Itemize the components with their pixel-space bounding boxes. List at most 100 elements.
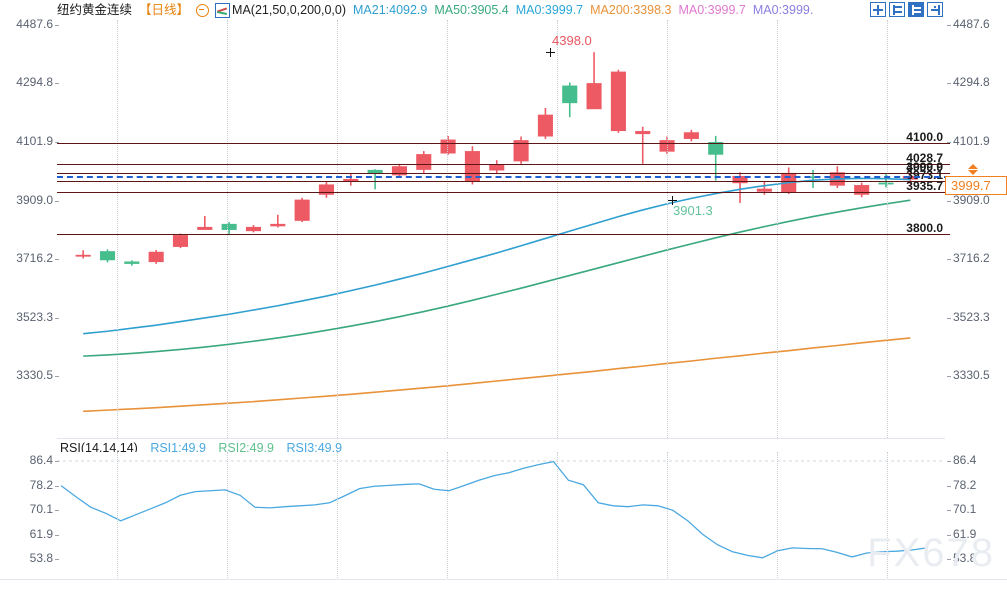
price-axis-left[interactable]: 4487.6 4294.8 4101.9 3909.0 3716.2 3523.3 3330… [0,17,59,438]
vertical-guide [447,452,448,580]
candle-body [708,141,724,155]
candle-body [756,188,772,192]
legend-ma200[interactable]: MA200:3398.3 [590,3,672,17]
rsi-plot-area[interactable] [57,452,945,580]
price-axis-right[interactable]: 4487.6 4294.8 4101.9 3909.0 3716.2 3523.3 3330… [945,17,1007,438]
rsi-axis-left[interactable]: 86.4 78.2 70.1 61.9 53.8 [0,452,60,580]
axis-tick: 3909.0 [16,192,59,207]
vertical-guide [447,20,448,438]
axis-tick: 3716.2 [16,251,59,265]
axis-tick: 61.9 [946,526,977,541]
legend-rsi1[interactable]: RSI1:49.9 [150,441,206,455]
ma-line-ma50 [83,199,911,357]
legend-ma0-c[interactable]: MA0:3999. [752,3,814,17]
legend-ma0-b[interactable]: MA0:3999.7 [678,3,746,17]
vertical-guide [777,452,778,580]
axis-tick: 4101.9 [947,134,990,148]
chart-header: 纽约黄金连续 【日线】 MA(21,50,0,200,0,0) MA21:409… [0,0,1007,20]
vertical-guide [227,452,228,580]
candle-body [878,182,894,185]
price-chart-panel[interactable] [57,20,945,438]
right-scale-tool-icon[interactable] [908,2,924,17]
vertical-guide [117,452,118,580]
wave-chart-icon[interactable] [215,2,231,18]
candle-body [221,223,237,230]
candle-body [416,154,432,170]
candle-body [294,199,310,221]
candle-body [586,83,602,110]
vertical-guide [667,452,668,580]
candle-body [148,251,164,263]
axis-tick: 4101.9 [16,134,59,148]
vertical-guide [557,452,558,580]
candle-body [245,226,262,232]
period-label[interactable]: 【日线】 [139,3,190,17]
axis-tick: 3330.5 [16,368,59,382]
candle-body [172,235,189,247]
legend-ma50[interactable]: MA50:3905.4 [434,3,509,17]
axis-tick: 4487.6 [16,17,59,31]
candle-body [99,251,116,261]
candle-body [75,254,91,257]
candle-body [562,85,578,104]
legend-ma0-a[interactable]: MA0:3999.7 [515,3,584,17]
candle-body [197,226,213,230]
price-candles-svg [75,52,918,413]
candle-body [270,223,286,227]
low-price-annotation: 3901.3 [673,203,713,218]
vertical-guide [227,20,228,438]
high-price-annotation: 4398.0 [552,33,592,48]
axis-tick: 53.8 [29,551,60,565]
candle-body [367,169,383,174]
axis-tick: 86.4 [946,453,977,467]
vertical-guide [557,20,558,438]
candle-body [124,261,140,264]
left-scale-tool-icon[interactable] [889,2,905,17]
legend-rsi2[interactable]: RSI2:49.9 [218,441,274,455]
axis-tick: 3523.3 [16,309,59,324]
ma-line-ma200 [83,337,911,413]
axis-tick: 61.9 [29,526,60,541]
current-price-tag[interactable]: 3999.7 [945,176,1007,195]
ma-definition[interactable]: MA(21,50,0,200,0,0) [232,3,346,17]
candle-body [318,184,334,195]
axis-tick: 3523.3 [947,309,990,324]
candle-body [489,164,505,171]
price-plot-area[interactable] [57,20,945,438]
chart-toolbar [870,2,943,17]
legend-ma21[interactable]: MA21:4092.9 [353,3,428,17]
high-marker-cross [546,48,555,57]
low-marker-cross [668,196,677,205]
vertical-guide [887,452,888,580]
expand-tool-icon[interactable] [927,2,943,17]
candle-body [683,132,699,139]
crosshair-tool-icon[interactable] [870,2,886,17]
rsi-axis-right[interactable]: 86.4 78.2 70.1 61.9 53.8 [945,452,1007,580]
axis-tick: 70.1 [946,502,977,516]
candle-body [610,71,626,132]
axis-tick: 3716.2 [947,251,990,265]
watermark: FX678 [867,531,995,575]
axis-tick: 70.1 [29,502,60,516]
axis-tick: 78.2 [29,477,60,492]
candle-body [854,185,870,195]
rsi-chart-panel[interactable] [57,452,945,580]
rsi-definition[interactable]: RSI(14,14,14) [60,441,138,455]
legend-rsi3[interactable]: RSI3:49.9 [286,441,343,455]
vertical-guide [777,20,778,438]
minus-circle-icon[interactable] [196,3,210,17]
bottom-status-bar [0,579,1007,594]
candle-body [635,131,651,135]
panel-divider-top [57,438,945,439]
rsi-line-svg [57,460,945,559]
axis-tick: 4294.8 [947,75,990,90]
candle-body [343,178,359,182]
vertical-guide [667,20,668,438]
axis-tick: 4294.8 [16,75,59,90]
candle-body [732,175,748,184]
vertical-guide [887,20,888,438]
axis-tick: 3909.0 [947,192,990,207]
ma-line-ma21 [83,177,911,335]
symbol-name[interactable]: 纽约黄金连续 [57,3,133,17]
